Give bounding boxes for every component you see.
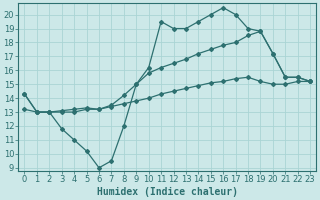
X-axis label: Humidex (Indice chaleur): Humidex (Indice chaleur)	[97, 186, 238, 197]
